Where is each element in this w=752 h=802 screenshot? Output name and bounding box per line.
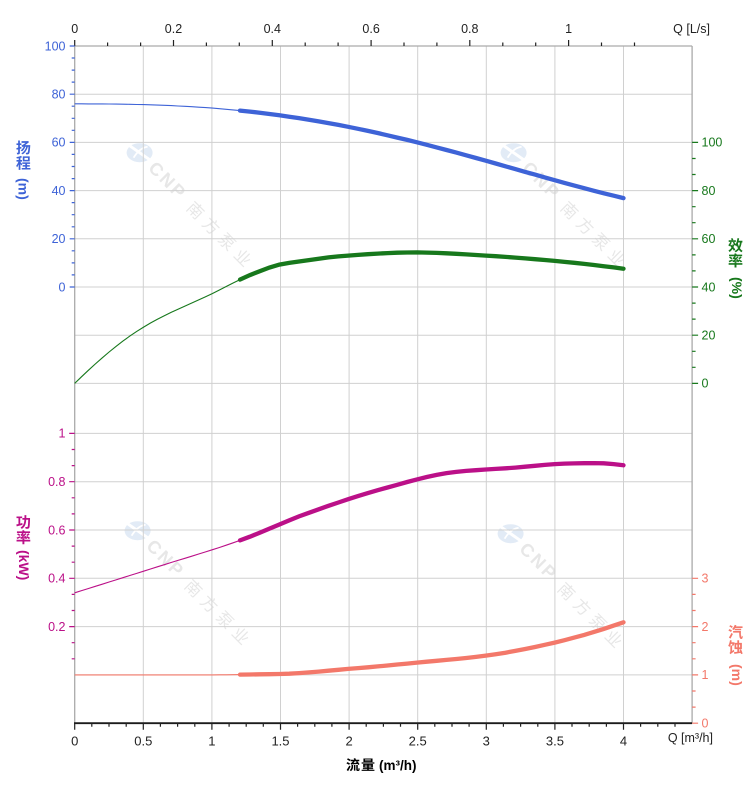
svg-text:1: 1	[702, 668, 709, 682]
svg-text:20: 20	[52, 232, 66, 246]
svg-text:0.2: 0.2	[48, 620, 65, 634]
svg-text:0.8: 0.8	[461, 22, 478, 36]
svg-text:Q [m³/h]: Q [m³/h]	[668, 731, 713, 745]
svg-text:3: 3	[702, 572, 709, 586]
svg-text:40: 40	[702, 280, 716, 294]
svg-text:80: 80	[702, 184, 716, 198]
svg-text:(%): (%)	[729, 277, 745, 299]
svg-text:0.5: 0.5	[134, 734, 152, 749]
svg-text:3.5: 3.5	[546, 734, 564, 749]
svg-text:4: 4	[620, 734, 627, 749]
svg-text:40: 40	[52, 184, 66, 198]
svg-text:Q [L/s]: Q [L/s]	[673, 22, 710, 36]
svg-text:60: 60	[702, 232, 716, 246]
svg-text:2: 2	[702, 620, 709, 634]
svg-text:1: 1	[59, 427, 66, 441]
svg-text:0: 0	[71, 22, 78, 36]
svg-text:20: 20	[702, 329, 716, 343]
svg-text:(m): (m)	[729, 664, 745, 686]
svg-text:2: 2	[345, 734, 352, 749]
svg-text:80: 80	[52, 88, 66, 102]
svg-text:(m): (m)	[15, 178, 31, 200]
svg-text:1: 1	[565, 22, 572, 36]
svg-text:1: 1	[208, 734, 215, 749]
svg-text:0.8: 0.8	[48, 475, 65, 489]
svg-text:0.6: 0.6	[48, 523, 65, 537]
svg-text:0.2: 0.2	[165, 22, 182, 36]
svg-text:0: 0	[702, 717, 709, 731]
svg-text:(m³/h): (m³/h)	[379, 758, 417, 773]
svg-text:60: 60	[52, 136, 66, 150]
svg-text:0.4: 0.4	[48, 572, 65, 586]
svg-text:0.6: 0.6	[362, 22, 379, 36]
svg-text:0.4: 0.4	[264, 22, 281, 36]
svg-text:0: 0	[702, 377, 709, 391]
svg-text:(kW): (kW)	[16, 550, 32, 580]
svg-text:1.5: 1.5	[271, 734, 289, 749]
svg-text:0: 0	[59, 280, 66, 294]
svg-text:100: 100	[702, 136, 723, 150]
svg-text:3: 3	[483, 734, 490, 749]
svg-text:100: 100	[45, 39, 66, 53]
svg-text:0: 0	[71, 734, 78, 749]
svg-text:2.5: 2.5	[409, 734, 427, 749]
